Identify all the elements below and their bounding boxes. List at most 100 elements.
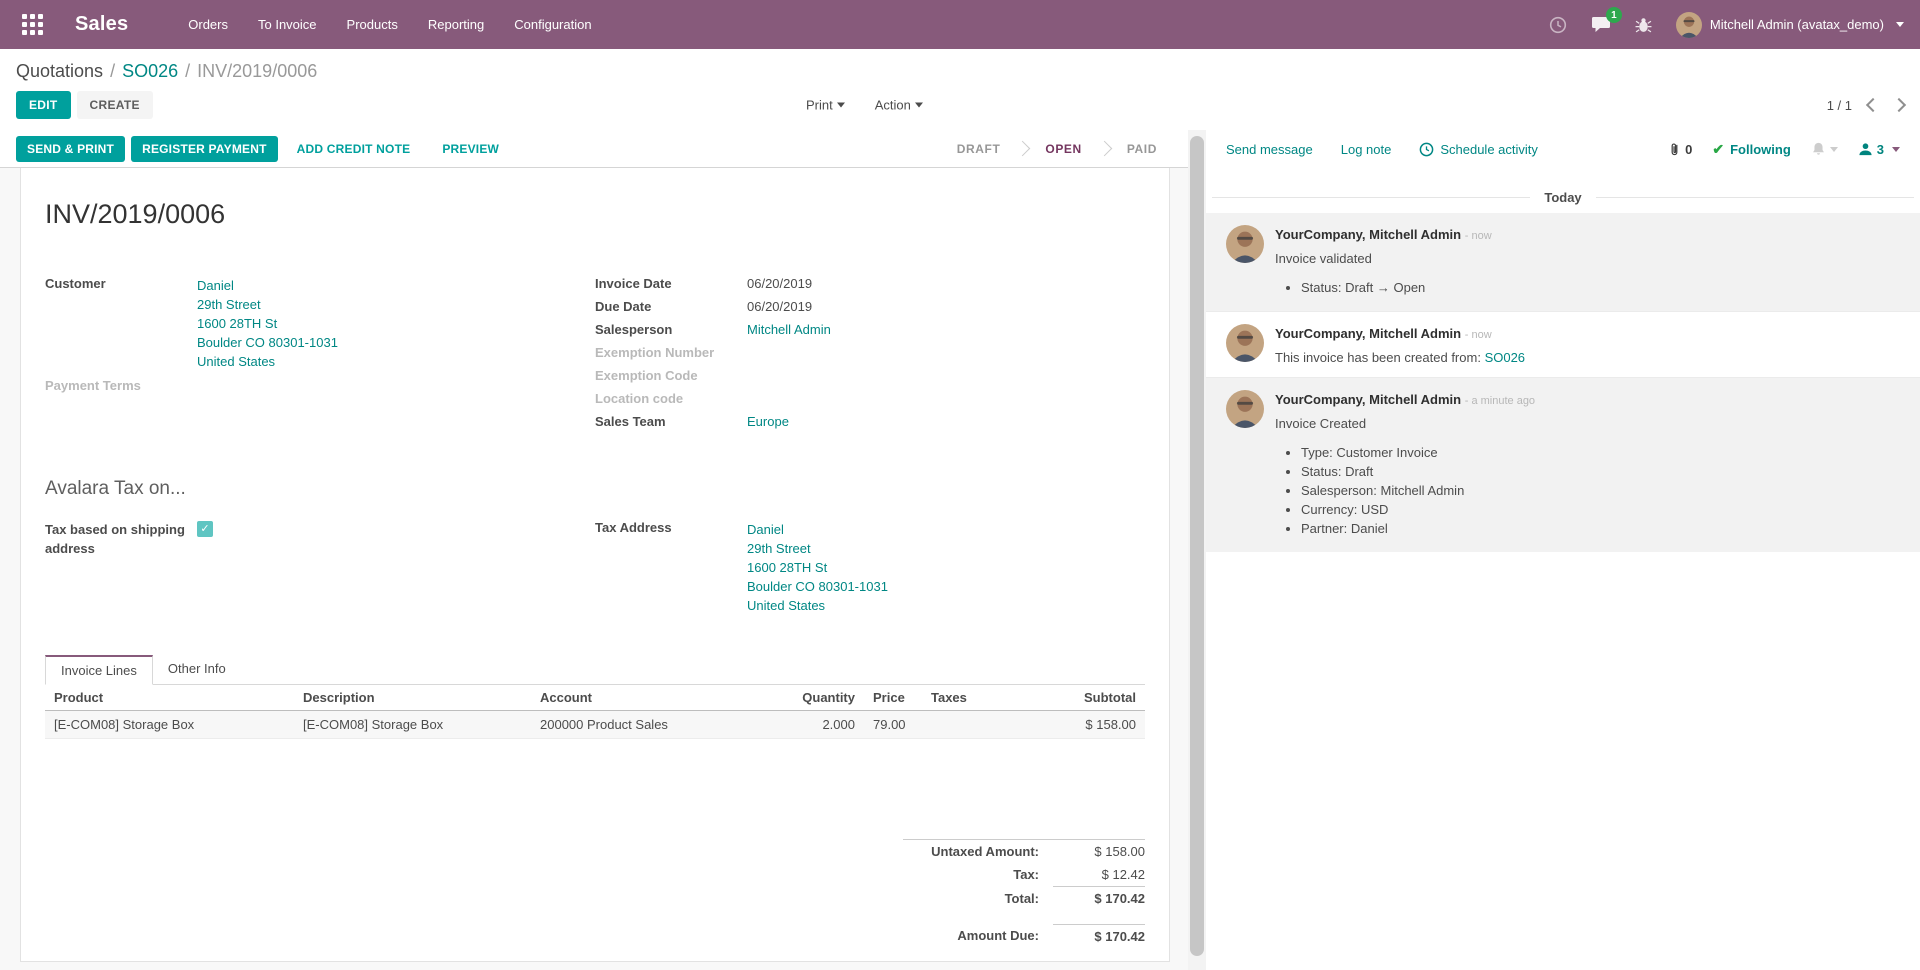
following-label: Following bbox=[1730, 141, 1791, 157]
action-menu[interactable]: Action bbox=[875, 98, 923, 113]
menu-products[interactable]: Products bbox=[346, 17, 398, 32]
status-paid[interactable]: PAID bbox=[1126, 141, 1157, 156]
customer-address-line[interactable]: United States bbox=[197, 354, 276, 369]
add-credit-note-button[interactable]: ADD CREDIT NOTE bbox=[284, 136, 424, 162]
customer-address-line[interactable]: Boulder CO 80301-1031 bbox=[197, 335, 338, 350]
message-body: YourCompany, Mitchell Admin - now This in… bbox=[1275, 324, 1525, 367]
invoice-lines-table: Product Description Account Quantity Price Ta… bbox=[45, 685, 1145, 739]
tax-address-line[interactable]: 29th Street bbox=[747, 541, 811, 556]
menu-configuration[interactable]: Configuration bbox=[514, 17, 592, 32]
tax-address-line[interactable]: 1600 28TH St bbox=[747, 560, 828, 575]
print-menu[interactable]: Print bbox=[806, 98, 845, 113]
send-print-button[interactable]: SEND & PRINT bbox=[16, 135, 126, 162]
customer-address: Daniel 29th Street 1600 28TH St Boulder CO … bbox=[197, 276, 338, 371]
cell-subtotal: $ 158.00 bbox=[1085, 717, 1136, 732]
log-note-button[interactable]: Log note bbox=[1340, 141, 1392, 157]
debug-bug-icon[interactable] bbox=[1635, 16, 1652, 34]
avatar bbox=[1226, 324, 1264, 362]
field-due-date: Due Date 06/20/2019 bbox=[595, 299, 1145, 315]
bell-icon bbox=[1812, 142, 1824, 155]
message-body: YourCompany, Mitchell Admin - a minute a… bbox=[1275, 390, 1535, 542]
tab-other-info[interactable]: Other Info bbox=[167, 661, 226, 676]
cell-account: 200000 Product Sales bbox=[540, 717, 668, 732]
invoice-line-row[interactable]: [E-COM08] Storage Box [E-COM08] Storage B… bbox=[45, 710, 1145, 739]
field-location-code: Location code bbox=[595, 391, 1145, 407]
field-tax-address: Tax Address Daniel 29th Street 1600 28TH S… bbox=[595, 520, 1145, 615]
message-link[interactable]: SO026 bbox=[1484, 350, 1526, 365]
messages-icon[interactable]: 1 bbox=[1591, 7, 1622, 34]
status-open[interactable]: OPEN bbox=[1045, 141, 1082, 156]
message-header: YourCompany, Mitchell Admin - now bbox=[1275, 324, 1525, 345]
field-value-due-date: 06/20/2019 bbox=[747, 299, 813, 314]
column-header-price: Price bbox=[864, 685, 922, 711]
schedule-activity-button[interactable]: Schedule activity bbox=[1419, 142, 1538, 157]
column-header-quantity: Quantity bbox=[792, 685, 864, 711]
chevron-down-icon bbox=[1892, 146, 1900, 152]
message-detail-item: Salesperson: Mitchell Admin bbox=[1301, 481, 1535, 500]
field-salesperson: Salesperson Mitchell Admin bbox=[595, 322, 1145, 338]
message-detail-item: Status: Draft → Open bbox=[1301, 278, 1492, 297]
tax-address-line[interactable]: Daniel bbox=[747, 522, 784, 537]
untaxed-amount-label: Untaxed Amount: bbox=[931, 844, 1039, 859]
activities-icon[interactable] bbox=[1549, 16, 1567, 34]
pager-previous-button[interactable] bbox=[1865, 97, 1881, 113]
menu-reporting[interactable]: Reporting bbox=[427, 17, 485, 32]
notebook-tabs: Invoice Lines Other Info bbox=[45, 654, 1145, 685]
tab-invoice-lines[interactable]: Invoice Lines bbox=[45, 655, 153, 685]
breadcrumb-item[interactable]: SO026 bbox=[122, 61, 179, 81]
menu-to-invoice[interactable]: To Invoice bbox=[258, 17, 317, 32]
app-name[interactable]: Sales bbox=[75, 13, 129, 35]
message-list: YourCompany, Mitchell Admin - now Invoice… bbox=[1206, 213, 1920, 552]
scrollbar-thumb[interactable] bbox=[1190, 136, 1204, 956]
breadcrumb-item[interactable]: Quotations bbox=[16, 61, 104, 81]
avatar bbox=[1226, 390, 1264, 428]
field-label-sales-team: Sales Team bbox=[595, 414, 666, 429]
menu-orders[interactable]: Orders bbox=[188, 17, 228, 32]
field-tax-based-on-shipping: Tax based on shipping address ✓ bbox=[45, 520, 595, 558]
message-detail-item: Partner: Daniel bbox=[1301, 519, 1535, 538]
tax-address-line[interactable]: United States bbox=[747, 598, 826, 613]
avatar bbox=[1226, 225, 1264, 263]
form-scrollbar[interactable] bbox=[1188, 130, 1206, 970]
field-value-sales-team[interactable]: Europe bbox=[747, 414, 789, 429]
avalara-section-title: Avalara Tax on... bbox=[45, 478, 186, 499]
customer-address-line[interactable]: Daniel bbox=[197, 278, 234, 293]
subscription-bell-button[interactable] bbox=[1811, 141, 1838, 157]
schedule-activity-label: Schedule activity bbox=[1440, 141, 1538, 157]
message-author[interactable]: YourCompany, Mitchell Admin bbox=[1275, 326, 1462, 341]
cell-taxes bbox=[922, 711, 1042, 739]
customer-address-line[interactable]: 1600 28TH St bbox=[197, 316, 278, 331]
form-statusbar: SEND & PRINT REGISTER PAYMENT ADD CREDIT N… bbox=[0, 130, 1188, 168]
apps-menu-icon[interactable] bbox=[22, 14, 43, 35]
message-author[interactable]: YourCompany, Mitchell Admin bbox=[1275, 392, 1462, 407]
message-detail-item: Type: Customer Invoice bbox=[1301, 443, 1535, 462]
tax-shipping-checkbox[interactable]: ✓ bbox=[197, 521, 213, 537]
control-panel-buttons: EDIT CREATE Print Action 1 / 1 bbox=[16, 91, 1907, 119]
field-label-exemption-code: Exemption Code bbox=[595, 368, 698, 383]
followers-button[interactable]: 3 bbox=[1858, 142, 1900, 157]
invoice-number-title: INV/2019/0006 bbox=[45, 199, 226, 229]
chatter-message: YourCompany, Mitchell Admin - a minute a… bbox=[1206, 377, 1920, 552]
attachments-button[interactable]: 0 bbox=[1668, 141, 1692, 157]
send-message-button[interactable]: Send message bbox=[1226, 141, 1313, 157]
register-payment-button[interactable]: REGISTER PAYMENT bbox=[131, 135, 278, 162]
status-draft[interactable]: DRAFT bbox=[956, 141, 1001, 156]
field-value-salesperson[interactable]: Mitchell Admin bbox=[747, 322, 831, 337]
amount-due-label: Amount Due: bbox=[957, 928, 1039, 944]
tax-shipping-label: Tax based on shipping address bbox=[45, 522, 185, 556]
user-menu[interactable]: Mitchell Admin (avatax_demo) bbox=[1675, 11, 1904, 38]
customer-address-line[interactable]: 29th Street bbox=[197, 297, 261, 312]
field-label-invoice-date: Invoice Date bbox=[595, 276, 672, 291]
edit-button[interactable]: EDIT bbox=[16, 91, 71, 119]
breadcrumb-separator: / bbox=[185, 61, 191, 81]
following-button[interactable]: ✔ Following bbox=[1712, 141, 1790, 158]
message-author[interactable]: YourCompany, Mitchell Admin bbox=[1275, 227, 1462, 242]
pager-next-button[interactable] bbox=[1891, 97, 1907, 113]
tax-address-line[interactable]: Boulder CO 80301-1031 bbox=[747, 579, 888, 594]
field-value-invoice-date: 06/20/2019 bbox=[747, 276, 813, 291]
create-button[interactable]: CREATE bbox=[76, 91, 153, 119]
user-avatar bbox=[1675, 11, 1702, 38]
control-panel: Quotations / SO026 / INV/2019/0006 EDIT CREA… bbox=[0, 49, 1920, 130]
preview-button[interactable]: PREVIEW bbox=[429, 136, 512, 162]
top-navbar: Sales Orders To Invoice Products Reporting C… bbox=[0, 0, 1920, 49]
